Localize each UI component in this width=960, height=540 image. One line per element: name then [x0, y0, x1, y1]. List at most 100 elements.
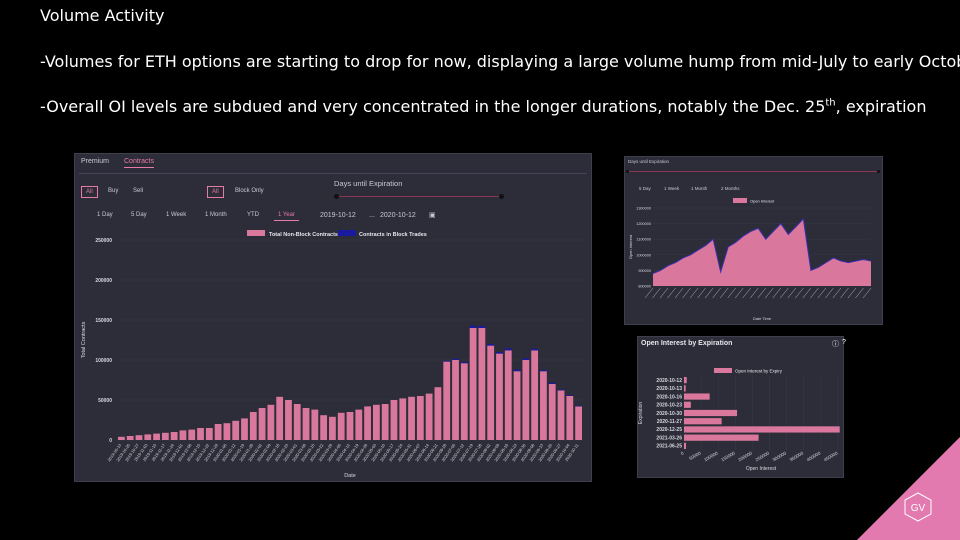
expiry-category-label: 2020-10-30: [656, 411, 682, 417]
date-to-field[interactable]: 2020-10-12: [380, 212, 416, 219]
calendar-icon[interactable]: ▣: [429, 212, 436, 219]
oi-y-tick-label: 800000: [638, 285, 651, 289]
tab-contracts[interactable]: Contracts: [124, 158, 154, 168]
oi-y-tick-label: 900000: [638, 269, 651, 273]
y-tick-label: 100000: [95, 358, 112, 364]
oi-period-1-month[interactable]: 1 Month: [691, 186, 708, 191]
oi-x-tick-label: [727, 287, 736, 299]
period-ytd-button[interactable]: YTD: [247, 212, 259, 218]
volume-bar-non-block: [487, 345, 495, 440]
slider-min-handle[interactable]: [334, 194, 339, 199]
volume-bar-non-block: [205, 428, 213, 440]
oi-x-tick-label: [802, 287, 812, 299]
volume-bar-non-block: [504, 350, 512, 440]
volume-bar-non-block: [285, 400, 292, 440]
days-until-expiration-label: Days until Expiration: [334, 179, 403, 188]
bullet-open-interest-end: , expiration: [835, 97, 927, 116]
oi-x-tick-label: [734, 287, 744, 299]
oi-period-5-day[interactable]: 5 Day: [639, 186, 651, 191]
volume-bar-non-block: [214, 424, 222, 440]
volume-bar-block: [469, 325, 477, 328]
volume-bar-non-block: [557, 390, 565, 440]
expiry-category-label: 2020-10-16: [656, 394, 682, 400]
period-1-year-button[interactable]: 1 Year: [274, 210, 300, 221]
expiry-x-tick-label: 200000: [737, 450, 753, 462]
oi-x-tick-label: [712, 287, 721, 299]
oi-x-tick-label: [644, 287, 654, 299]
legend-swatch-non-block: [247, 230, 265, 236]
oi-x-tick-label: [757, 287, 766, 299]
expiry-bar: [684, 426, 840, 433]
oi-period-2-months[interactable]: 2 Months: [721, 186, 740, 191]
volume-bar-block: [443, 360, 451, 362]
volume-bar-non-block: [390, 400, 398, 440]
legend-label-non-block: Total Non-Block Contracts: [269, 232, 338, 238]
volume-bar-non-block: [126, 436, 134, 440]
oi-slider-max-handle[interactable]: [877, 170, 880, 173]
expiry-bar: [684, 418, 722, 425]
expiry-category-label: 2020-12-25: [656, 427, 682, 433]
period-5-day-button[interactable]: 5 Day: [131, 212, 147, 218]
volume-bar-non-block: [329, 416, 336, 440]
volume-panel: Premium Contracts All Buy Sell All Block…: [74, 153, 592, 482]
volume-bar-block: [478, 326, 486, 328]
bullet-open-interest-main: -Overall OI levels are subdued and very …: [40, 97, 826, 116]
period-1-month-button[interactable]: 1 Month: [205, 212, 227, 218]
expiry-x-tick-label: 450000: [823, 450, 839, 462]
expiry-y-axis-title: Expiration: [638, 402, 644, 424]
filter-all-sides-button[interactable]: All: [81, 186, 98, 198]
expiry-bar: [684, 385, 686, 392]
oi-y-tick-label: 1200000: [636, 222, 651, 226]
volume-bar-non-block: [469, 328, 477, 440]
oi-x-tick-label: [840, 287, 849, 299]
volume-bar-block: [504, 348, 512, 351]
bullet-open-interest-sup: th: [825, 97, 836, 109]
oi-time-slider[interactable]: [626, 170, 880, 173]
expiry-category-label: 2020-11-27: [657, 419, 683, 425]
volume-bar-non-block: [478, 328, 486, 440]
oi-period-1-week[interactable]: 1 Week: [664, 186, 680, 191]
y-tick-label: 0: [109, 438, 112, 444]
info-icon[interactable]: ⓘ: [832, 341, 839, 348]
oi-y-tick-label: 1100000: [637, 238, 652, 242]
slider-max-handle[interactable]: [499, 194, 504, 199]
volume-bar-block: [460, 362, 468, 364]
oi-x-tick-label: [719, 287, 729, 299]
oi-x-tick-label: [787, 287, 797, 299]
oi-x-tick-label: [667, 287, 676, 299]
oi-expiry-title: Open Interest by Expiration: [641, 340, 733, 347]
volume-bar-non-block: [443, 361, 451, 440]
oi-x-tick-label: [659, 287, 669, 299]
volume-bar-non-block: [302, 408, 310, 440]
days-until-expiration-slider[interactable]: [334, 194, 504, 199]
filter-sell-button[interactable]: Sell: [133, 188, 144, 194]
corner-accent: [857, 437, 960, 540]
volume-bar-block: [566, 395, 574, 396]
date-range-separator: ...: [369, 212, 375, 219]
expiry-x-tick-label: 300000: [772, 450, 788, 462]
date-from-field[interactable]: 2019-10-12: [320, 212, 356, 219]
volume-bar-non-block: [496, 353, 503, 440]
oi-slider-min-handle[interactable]: [626, 170, 629, 173]
expiry-x-tick-label: 150000: [720, 450, 736, 462]
volume-bar-non-block: [135, 435, 143, 440]
oi-y-tick-label: 1300000: [636, 207, 651, 211]
volume-bar-block: [575, 405, 582, 407]
expiry-bar: [684, 377, 687, 384]
filter-all-types-button[interactable]: All: [207, 186, 224, 198]
bullet-volumes: -Volumes for ETH options are starting to…: [40, 52, 960, 71]
volume-bar-non-block: [118, 436, 125, 440]
tab-divider: [79, 173, 587, 174]
help-icon[interactable]: ?: [842, 339, 846, 346]
y-axis-title: Total Contracts: [81, 321, 87, 358]
period-1-day-button[interactable]: 1 Day: [97, 212, 113, 218]
volume-bar-block: [531, 348, 539, 351]
oi-x-tick-label: [765, 287, 774, 299]
filter-block-only-button[interactable]: Block Only: [235, 188, 264, 194]
filter-buy-button[interactable]: Buy: [108, 188, 119, 194]
oi-x-tick-label: [772, 287, 782, 299]
tab-premium[interactable]: Premium: [81, 158, 110, 165]
oi-x-tick-label: [832, 287, 842, 299]
period-1-week-button[interactable]: 1 Week: [166, 212, 187, 218]
volume-bar-non-block: [311, 409, 319, 440]
